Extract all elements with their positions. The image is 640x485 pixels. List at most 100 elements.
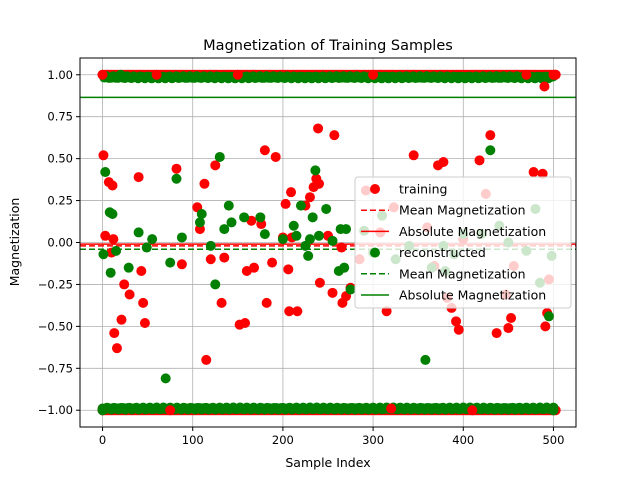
legend-label: Mean Magnetization xyxy=(399,203,526,218)
training-point xyxy=(240,318,251,329)
reconstructed-point xyxy=(171,173,182,184)
training-point xyxy=(133,172,144,183)
training-point xyxy=(109,328,120,339)
y-tick-label: 0.75 xyxy=(47,110,73,124)
training-point xyxy=(136,266,147,277)
training-point xyxy=(386,403,397,414)
training-point xyxy=(491,328,502,339)
training-point xyxy=(139,318,150,329)
training-point xyxy=(381,306,392,317)
reconstructed-point xyxy=(295,200,306,211)
training-point xyxy=(97,69,108,80)
reconstructed-point xyxy=(304,234,315,245)
reconstructed-point xyxy=(141,242,152,253)
training-point xyxy=(485,130,496,141)
training-point xyxy=(151,69,162,80)
training-point xyxy=(108,234,119,245)
reconstructed-point xyxy=(303,250,314,261)
reconstructed-point xyxy=(310,165,321,176)
legend: training Mean Magnetization Absolute Magne… xyxy=(354,176,572,309)
x-axis-label: Sample Index xyxy=(285,455,370,470)
training-point xyxy=(329,130,340,141)
reconstructed-point xyxy=(107,208,118,219)
reconstructed-point xyxy=(420,354,431,365)
x-tick-label: 300 xyxy=(362,433,384,447)
reconstructed-point xyxy=(210,279,221,290)
reconstructed-point xyxy=(321,203,332,214)
x-tick-label: 200 xyxy=(272,433,294,447)
reconstructed-point xyxy=(147,234,158,245)
reconstructed-point xyxy=(205,240,216,251)
legend-label: Absolute Magnetization xyxy=(399,224,546,239)
legend-box xyxy=(354,176,572,309)
training-point xyxy=(111,343,122,354)
reconstructed-point xyxy=(313,230,324,241)
training-point xyxy=(537,168,548,179)
training-point xyxy=(270,151,281,162)
reconstructed-point xyxy=(97,405,108,416)
x-tick-label: 100 xyxy=(182,433,204,447)
training-point xyxy=(408,150,419,161)
training-point xyxy=(119,279,130,290)
training-point xyxy=(528,167,539,178)
legend-label: training xyxy=(399,182,447,197)
y-axis-label: Magnetization xyxy=(7,198,22,287)
reconstructed-point xyxy=(111,245,122,256)
y-tick-label: 0.00 xyxy=(47,236,73,250)
training-point xyxy=(438,156,449,167)
reconstructed-point xyxy=(123,262,134,273)
reconstructed-point xyxy=(327,235,338,246)
reconstructed-point xyxy=(485,145,496,156)
training-point xyxy=(292,306,303,317)
training-point xyxy=(304,192,315,203)
y-axis-ticks: −1.00 −0.75 −0.50 −0.25 0.00 0.25 0.50 0.75 1.00 xyxy=(38,68,80,417)
reconstructed-point xyxy=(345,284,356,295)
training-point xyxy=(467,405,478,416)
x-axis-ticks: 0 100 200 300 400 500 xyxy=(99,427,564,447)
reconstructed-point xyxy=(307,212,318,223)
reconstructed-point xyxy=(291,230,302,241)
reconstructed-point xyxy=(543,311,554,322)
training-point xyxy=(205,254,216,265)
legend-label: Mean Magnetization xyxy=(399,266,526,281)
legend-label: Absolute Magnetization xyxy=(399,288,546,303)
y-tick-label: 0.25 xyxy=(47,194,73,208)
training-point xyxy=(540,321,551,332)
training-point xyxy=(176,259,187,270)
reconstructed-point xyxy=(255,212,266,223)
training-point xyxy=(216,297,227,308)
reconstructed-point xyxy=(98,249,109,260)
legend-label: reconstructed xyxy=(399,245,486,260)
y-tick-label: −0.50 xyxy=(38,319,73,333)
training-point xyxy=(107,180,118,191)
reconstructed-point xyxy=(100,167,111,178)
legend-marker xyxy=(370,247,380,258)
training-point xyxy=(249,262,260,273)
training-point xyxy=(116,314,127,325)
reconstructed-point xyxy=(239,212,250,223)
y-tick-label: 1.00 xyxy=(47,68,73,82)
training-point xyxy=(284,306,295,317)
training-point xyxy=(280,198,291,209)
reconstructed-point xyxy=(160,373,171,384)
reconstructed-point xyxy=(115,69,126,80)
training-point xyxy=(124,289,135,300)
training-point xyxy=(232,69,243,80)
reconstructed-point xyxy=(277,234,288,245)
training-point xyxy=(201,354,212,365)
chart-title: Magnetization of Training Samples xyxy=(203,38,453,54)
training-point xyxy=(171,163,182,174)
reconstructed-point xyxy=(196,208,207,219)
legend-marker xyxy=(370,184,380,194)
training-point xyxy=(98,150,109,161)
training-point xyxy=(453,324,464,335)
training-point xyxy=(286,187,297,198)
reconstructed-point xyxy=(176,232,187,243)
y-tick-label: −0.25 xyxy=(38,277,73,291)
y-tick-label: 0.50 xyxy=(47,152,73,166)
reconstructed-point xyxy=(259,229,270,240)
training-point xyxy=(506,312,517,323)
training-point xyxy=(336,242,347,253)
reconstructed-point xyxy=(548,405,559,416)
